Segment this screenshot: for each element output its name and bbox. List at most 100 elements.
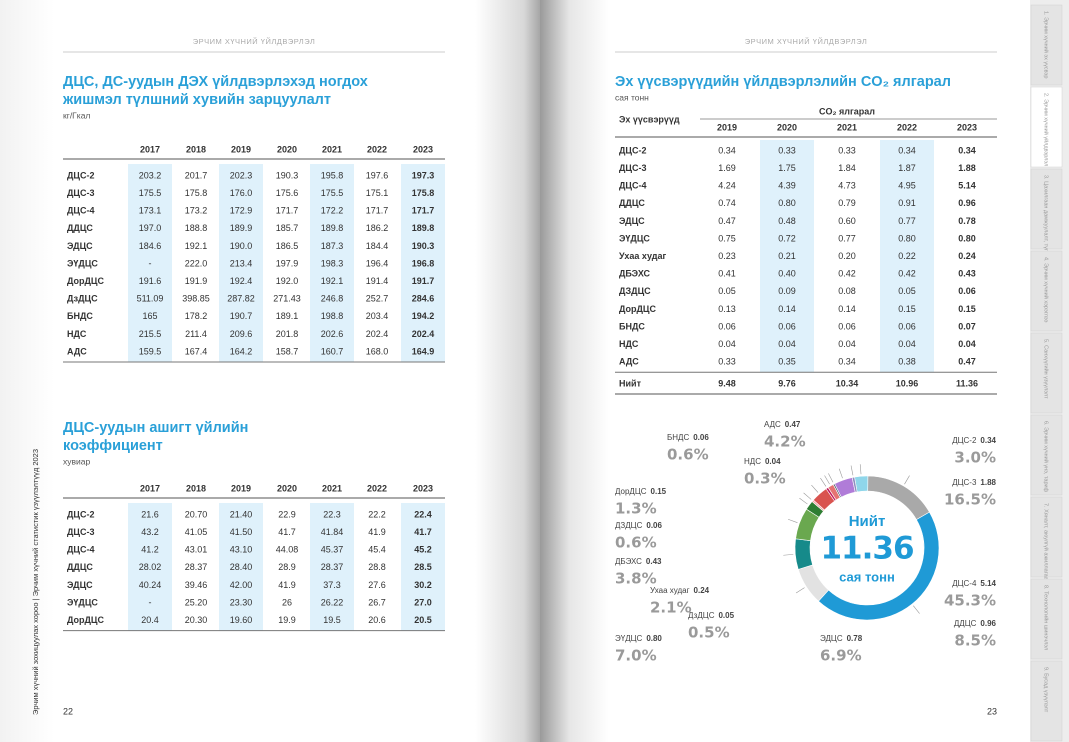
cell: 0.42 bbox=[838, 269, 856, 279]
cell: 41.7 bbox=[278, 527, 296, 537]
tab bbox=[1030, 168, 1063, 250]
cell: 28.40 bbox=[230, 562, 253, 572]
cell: 0.15 bbox=[898, 304, 916, 314]
cell: 4.24 bbox=[718, 181, 736, 191]
slice-percent: 16.5% bbox=[944, 491, 996, 509]
slice-percent: 7.0% bbox=[615, 647, 657, 665]
cell: 22.3 bbox=[323, 509, 341, 519]
total-cell: 11.36 bbox=[956, 378, 978, 388]
tab-label: 8. Технологийн шинэчлэл bbox=[1043, 585, 1050, 650]
cell: 0.14 bbox=[838, 304, 856, 314]
cell: 0.72 bbox=[778, 233, 796, 243]
cell: 1.75 bbox=[778, 163, 796, 173]
tab-label: 6. Эрчим хүчний үнэ, тариф bbox=[1043, 421, 1050, 493]
cell: 197.0 bbox=[139, 223, 162, 233]
cell: 0.23 bbox=[718, 251, 736, 261]
column-header: 2019 bbox=[231, 144, 251, 154]
cell: 0.96 bbox=[958, 198, 976, 208]
cell: 0.77 bbox=[898, 216, 916, 226]
column-header: 2018 bbox=[186, 483, 206, 493]
slice-percent: 8.5% bbox=[954, 632, 996, 650]
cell: 0.33 bbox=[838, 145, 856, 155]
slice-percent: 2.1% bbox=[650, 599, 692, 617]
slice-name: НДС bbox=[744, 457, 761, 466]
column-header: 2021 bbox=[837, 122, 857, 132]
column-highlight bbox=[128, 164, 172, 362]
cell: 190.0 bbox=[230, 241, 253, 251]
cell: 202.6 bbox=[321, 329, 344, 339]
cell: 43.01 bbox=[185, 545, 208, 555]
leader-line bbox=[783, 554, 794, 556]
cell: 168.0 bbox=[366, 346, 389, 356]
cell: 209.6 bbox=[230, 329, 253, 339]
cell: 173.1 bbox=[139, 206, 162, 216]
cell: 1.69 bbox=[718, 163, 736, 173]
cell: 197.9 bbox=[276, 258, 299, 268]
spine-text: Эрчим хүчний зохицуулах хороо | Эрчим хү… bbox=[31, 449, 40, 715]
cell: 164.9 bbox=[412, 346, 435, 356]
donut-unit: сая тонн bbox=[839, 569, 895, 584]
cell: 0.34 bbox=[838, 357, 856, 367]
cell: 45.4 bbox=[368, 545, 386, 555]
row-label: АДС bbox=[67, 346, 87, 356]
column-header: 2023 bbox=[957, 122, 977, 132]
cell: 175.5 bbox=[139, 188, 162, 198]
running-header: ЭРЧИМ ХҮЧНИЙ ҮЙЛДВЭРЛЭЛ bbox=[745, 37, 868, 46]
cell: 160.7 bbox=[321, 346, 344, 356]
cell: 0.77 bbox=[838, 233, 856, 243]
cell: 0.07 bbox=[958, 321, 976, 331]
leader-line bbox=[811, 484, 819, 493]
row-label: ДЦС-3 bbox=[619, 163, 647, 173]
leader-line bbox=[859, 464, 862, 475]
cell: 215.5 bbox=[139, 329, 162, 339]
cell: 1.87 bbox=[898, 163, 916, 173]
cell: 192.1 bbox=[185, 241, 208, 251]
tab bbox=[1030, 86, 1063, 168]
table-unit: кг/Гкал bbox=[63, 110, 90, 120]
leader-line bbox=[795, 587, 805, 594]
slice-value: 1.88 bbox=[980, 478, 996, 487]
row-label: ЭҮДЦС bbox=[67, 258, 98, 268]
cell: 0.06 bbox=[838, 321, 856, 331]
cell: 0.04 bbox=[778, 339, 796, 349]
leader-line bbox=[838, 468, 843, 479]
column-header: 2022 bbox=[897, 122, 917, 132]
page-number: 22 bbox=[63, 706, 73, 716]
cell: 0.38 bbox=[898, 357, 916, 367]
cell: 191.9 bbox=[185, 276, 208, 286]
cell: 167.4 bbox=[185, 346, 208, 356]
cell: 194.2 bbox=[412, 311, 435, 321]
leader-line bbox=[824, 475, 830, 485]
tab-label: 3. Цахилгаан дамжуулалт, түгээлт bbox=[1043, 175, 1049, 263]
cell: 0.08 bbox=[838, 286, 856, 296]
cell: 191.7 bbox=[412, 276, 435, 286]
table-unit: сая тонн bbox=[615, 92, 649, 102]
slice-name: ЭДЦС bbox=[820, 634, 843, 643]
cell: 37.3 bbox=[323, 580, 341, 590]
cell: 41.9 bbox=[278, 580, 296, 590]
row-label: ДЦС-2 bbox=[619, 145, 647, 155]
cell: 26.7 bbox=[368, 597, 386, 607]
total-cell: 9.48 bbox=[718, 378, 736, 388]
tab bbox=[1030, 496, 1063, 578]
cell: 21.6 bbox=[141, 509, 159, 519]
cell: 45.2 bbox=[414, 545, 432, 555]
leader-line bbox=[787, 518, 798, 523]
cell: 43.2 bbox=[141, 527, 159, 537]
cell: 41.2 bbox=[141, 545, 159, 555]
row-label: Ухаа худаг bbox=[619, 251, 667, 261]
cell: 192.1 bbox=[321, 276, 344, 286]
slice-name: Ухаа худаг bbox=[650, 586, 690, 595]
cell: 39.46 bbox=[185, 580, 208, 590]
column-header: 2021 bbox=[322, 144, 342, 154]
row-label: ДДЦС bbox=[619, 198, 645, 208]
slice-label: БНДС 0.06 bbox=[667, 433, 709, 442]
slice-name: ДЦС-4 bbox=[952, 579, 977, 588]
row-label: ЭДЦС bbox=[67, 580, 93, 590]
slice-label: ДзДЦС 0.05 bbox=[688, 611, 735, 620]
cell: 0.20 bbox=[838, 251, 856, 261]
slice-percent: 3.8% bbox=[615, 570, 657, 588]
cell: 0.05 bbox=[898, 286, 916, 296]
cell: 26.22 bbox=[321, 597, 344, 607]
